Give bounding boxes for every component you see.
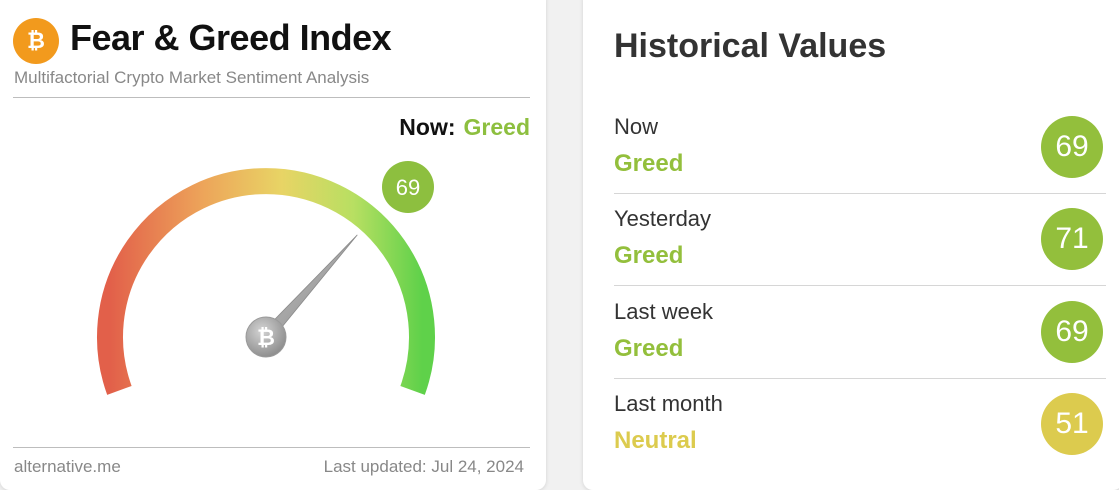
fear-greed-card: ₿ Fear & Greed Index Multifactorial Cryp… (0, 0, 546, 490)
history-value-badge: 69 (1041, 116, 1103, 178)
divider (13, 447, 530, 448)
now-indicator: Now: Greed (399, 114, 530, 141)
now-label: Now: (399, 114, 456, 140)
history-classification: Greed (614, 335, 684, 362)
history-value-badge: 71 (1041, 208, 1103, 270)
history-row-last-month: Last month Neutral 51 (583, 387, 1106, 479)
gauge-arc (97, 168, 435, 395)
history-row-now: Now Greed 69 (583, 110, 1106, 202)
history-classification: Neutral (614, 427, 697, 454)
history-value-badge: 69 (1041, 301, 1103, 363)
history-value-badge: 51 (1041, 393, 1103, 455)
sentiment-gauge: ₿ 69 (97, 161, 435, 395)
gauge-value: 69 (396, 175, 420, 200)
history-row-yesterday: Yesterday Greed 71 (583, 202, 1106, 294)
page-subtitle: Multifactorial Crypto Market Sentiment A… (14, 68, 370, 87)
history-period: Last month (614, 391, 723, 416)
divider (614, 378, 1106, 379)
historical-title: Historical Values (614, 27, 887, 65)
history-classification: Greed (614, 242, 684, 269)
divider (614, 285, 1106, 286)
history-row-last-week: Last week Greed 69 (583, 295, 1106, 387)
svg-text:₿: ₿ (27, 28, 45, 53)
needle-hub-bitcoin-icon: ₿ (245, 316, 287, 358)
source-label: alternative.me (14, 457, 121, 476)
history-period: Now (614, 114, 659, 139)
page-title: Fear & Greed Index (70, 17, 392, 58)
history-period: Yesterday (614, 206, 712, 231)
last-updated-label: Last updated: Jul 24, 2024 (323, 457, 524, 476)
gauge-value-bubble: 69 (382, 161, 434, 213)
history-classification: Greed (614, 150, 684, 177)
historical-values-card: Historical Values Now Greed 69 Yesterday… (583, 0, 1119, 490)
history-period: Last week (614, 299, 714, 324)
divider (614, 193, 1106, 194)
divider (13, 97, 530, 98)
svg-text:₿: ₿ (257, 325, 275, 350)
bitcoin-logo-icon: ₿ (13, 18, 59, 64)
now-classification: Greed (463, 114, 530, 140)
